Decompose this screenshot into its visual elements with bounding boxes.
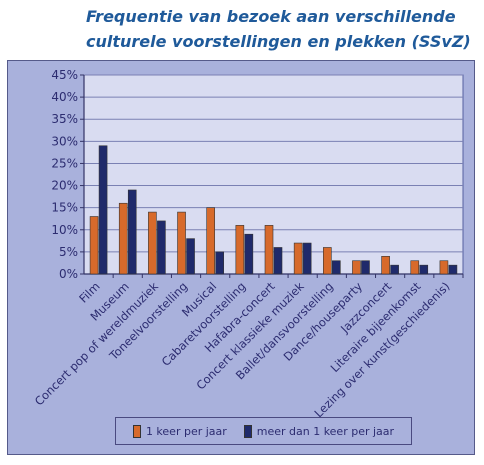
bar-series-1 xyxy=(410,260,420,275)
bar-series-2 xyxy=(215,251,224,275)
bar-series-2 xyxy=(448,264,458,275)
plot-area xyxy=(83,74,464,275)
bar-series-1 xyxy=(352,260,361,275)
bar-series-2 xyxy=(98,145,108,275)
legend-swatch-series-1 xyxy=(132,424,141,438)
legend-label-series-2: meer dan 1 keer per jaar xyxy=(256,424,395,438)
y-tick-label: 15% xyxy=(51,201,78,215)
y-tick-label: 20% xyxy=(51,179,78,193)
y-tick-label: 30% xyxy=(51,134,78,148)
y-tick-label: 45% xyxy=(51,68,78,82)
bar-series-2 xyxy=(419,264,429,275)
legend-swatch-series-2 xyxy=(243,424,252,438)
bar-series-2 xyxy=(244,233,254,275)
bar-series-1 xyxy=(264,225,274,275)
chart-legend: 1 keer per jaar meer dan 1 keer per jaar xyxy=(115,417,412,445)
bar-series-2 xyxy=(127,189,137,275)
x-tick-label: Concert pop of wereldmuziek xyxy=(32,279,161,408)
bar-series-1 xyxy=(206,207,215,275)
bar-series-1 xyxy=(439,260,449,275)
y-tick-label: 35% xyxy=(51,112,78,126)
bar-series-1 xyxy=(89,216,99,275)
y-tick-label: 5% xyxy=(59,245,78,259)
y-tick-label: 40% xyxy=(51,90,78,104)
bar-series-2 xyxy=(332,260,341,275)
bar-series-1 xyxy=(381,256,390,275)
bar-series-1 xyxy=(148,211,157,275)
bar-series-2 xyxy=(186,238,195,275)
bar-series-2 xyxy=(273,247,283,275)
legend-label-series-1: 1 keer per jaar xyxy=(145,424,227,438)
bar-series-2 xyxy=(157,220,166,275)
legend-item-series-2: meer dan 1 keer per jaar xyxy=(243,424,395,438)
bar-series-1 xyxy=(118,202,128,275)
y-tick-label: 25% xyxy=(51,156,78,170)
y-tick-label: 10% xyxy=(51,223,78,237)
bar-series-1 xyxy=(177,211,186,275)
bar-series-2 xyxy=(361,260,370,275)
bar-series-1 xyxy=(235,225,245,275)
bar-series-2 xyxy=(302,242,312,275)
legend-item-series-1: 1 keer per jaar xyxy=(132,424,227,438)
chart-title: Frequentie van bezoek aan verschillende … xyxy=(86,7,471,51)
bar-series-1 xyxy=(323,247,332,275)
bar-series-2 xyxy=(390,264,399,275)
y-tick-label: 0% xyxy=(59,267,78,281)
bar-series-1 xyxy=(293,242,303,275)
